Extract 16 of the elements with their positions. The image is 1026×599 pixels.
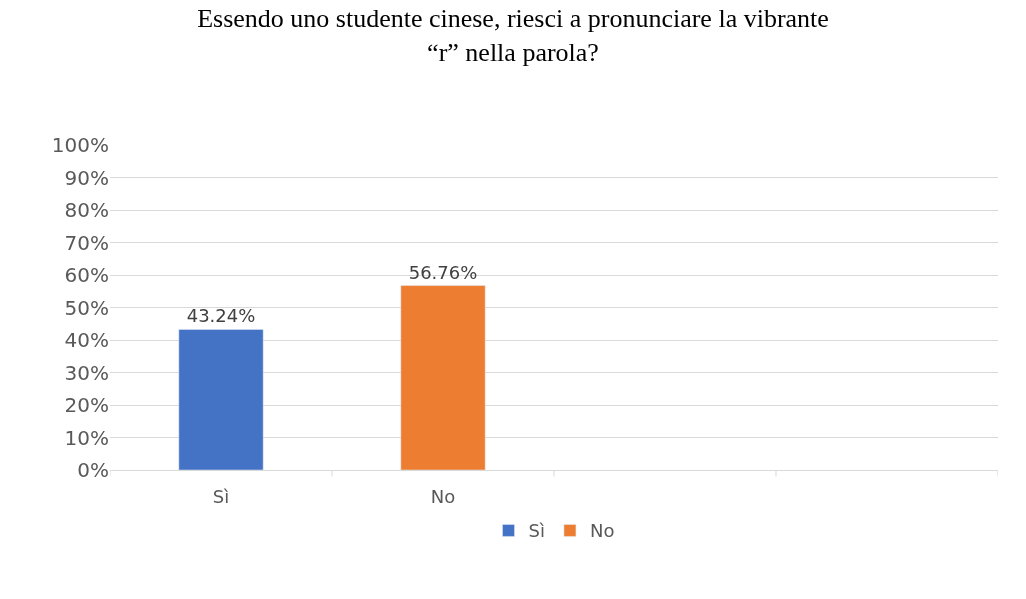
data-label: 43.24% (186, 305, 256, 327)
y-tick-label: 20% (64, 393, 109, 417)
y-tick-label: 40% (64, 328, 109, 352)
y-tick-label: 50% (64, 295, 109, 320)
data-label: 56.76% (408, 261, 478, 283)
legend-label: No (589, 520, 615, 542)
y-tick-label: 0% (77, 458, 109, 482)
y-tick-label: 70% (64, 230, 109, 255)
y-tick-label: 60% (64, 263, 109, 287)
y-tick-label: 80% (64, 198, 109, 222)
y-tick-label: 10% (64, 425, 109, 450)
y-tick-label: 100% (51, 133, 109, 157)
chart-title: Essendo uno studente cinese, riesci a pronunciare la vibrante “r” nella parola? (197, 3, 829, 67)
y-tick-label: 90% (64, 165, 109, 190)
y-tick-label: 30% (64, 360, 109, 385)
legend-label: Sì (528, 520, 545, 542)
